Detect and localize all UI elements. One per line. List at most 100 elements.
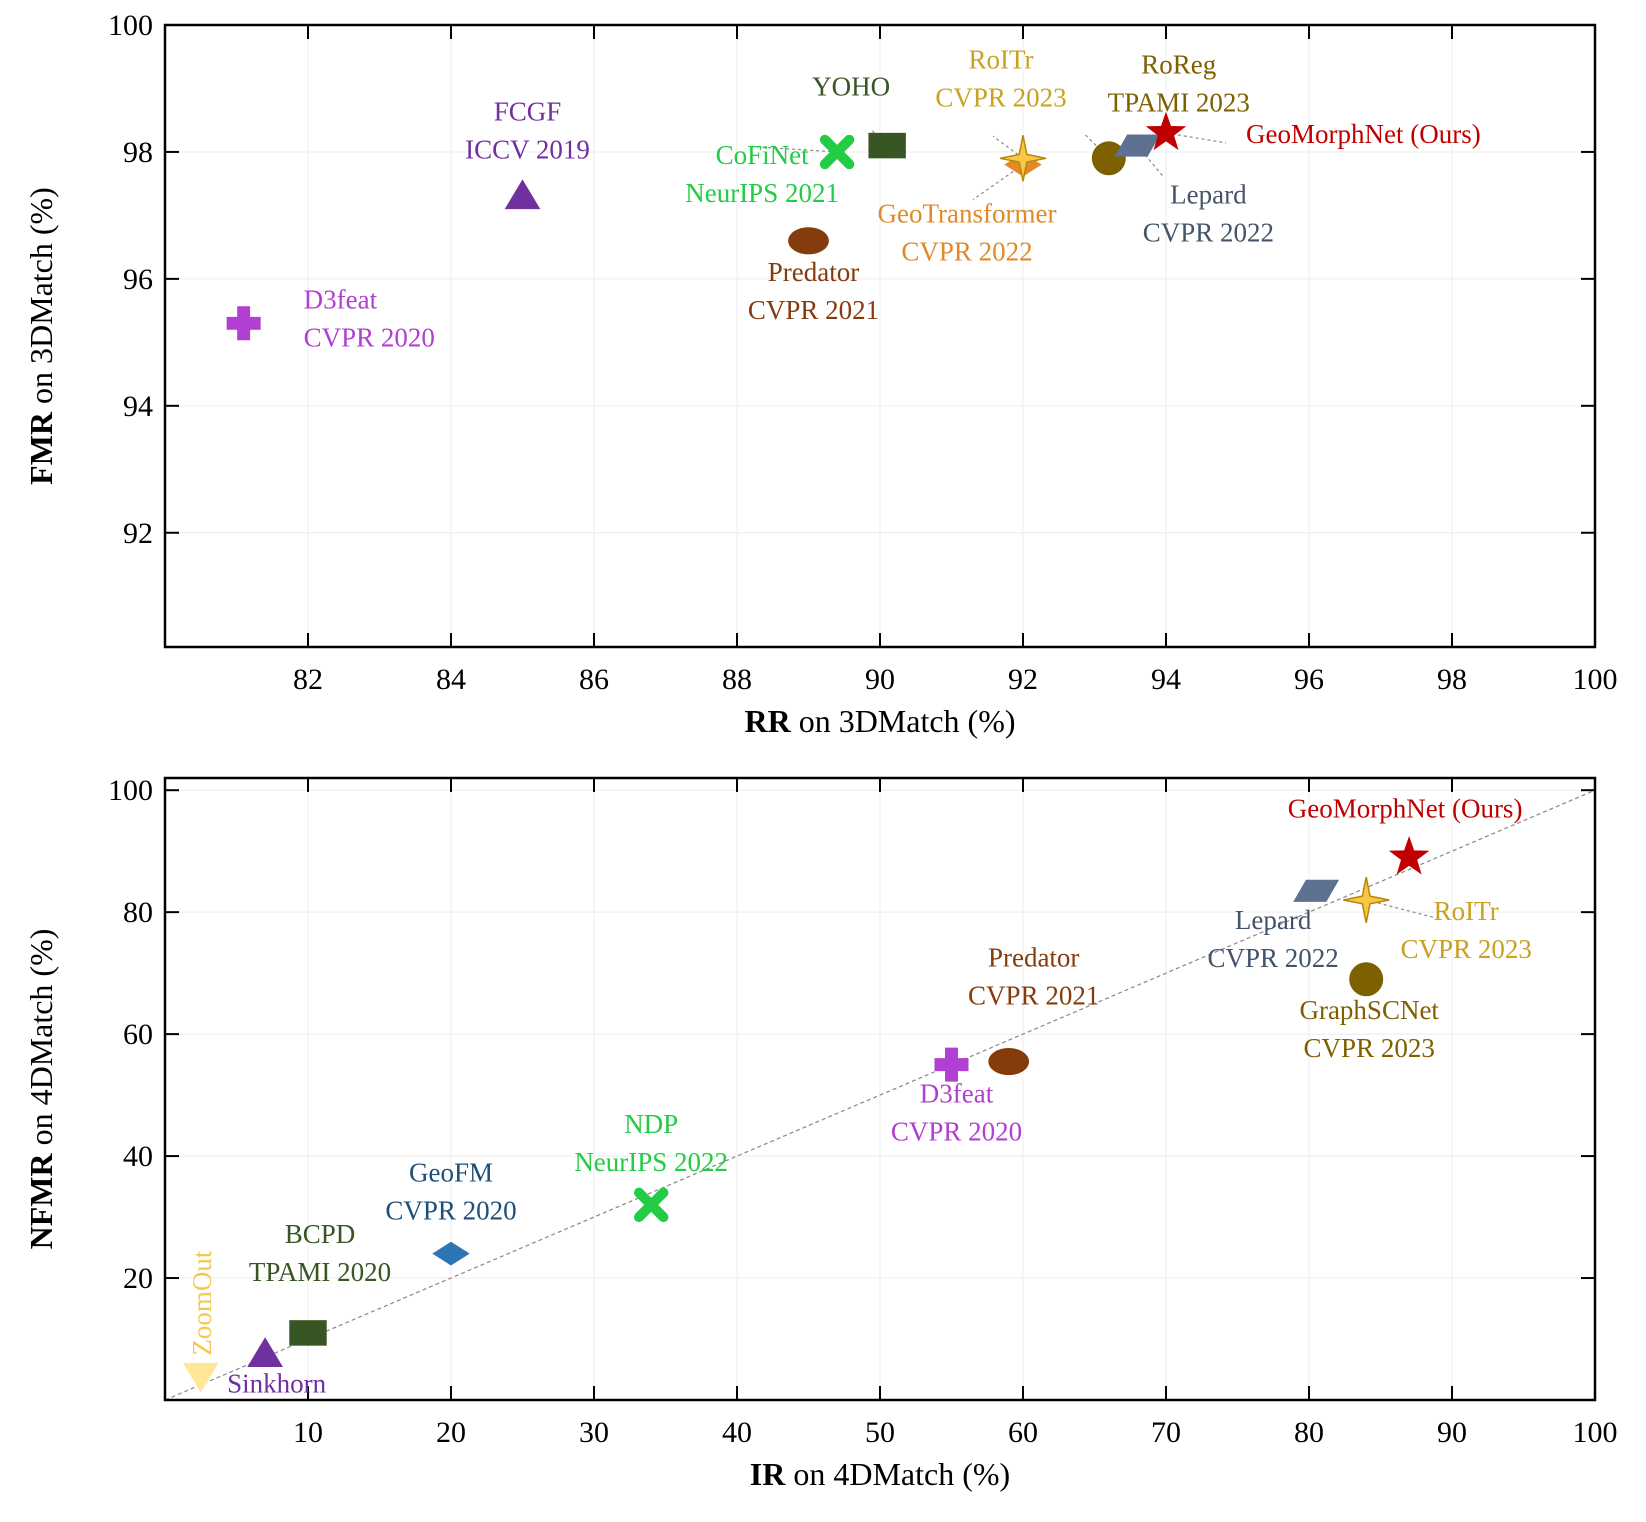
point-geomorphnet-ours: GeoMorphNet (Ours)	[1145, 111, 1481, 151]
point-label-geomorphnet-ours: GeoMorphNet (Ours)	[1288, 793, 1523, 823]
point-venue-lepard: CVPR 2022	[1208, 943, 1339, 973]
marker-predator-ellipse	[988, 1047, 1030, 1076]
point-label-ndp: NDP	[624, 1109, 678, 1139]
point-bcpd: BCPD TPAMI 2020	[249, 1219, 391, 1346]
point-label-roreg: RoReg	[1141, 49, 1216, 79]
point-label-geofm: GeoFM	[409, 1158, 493, 1188]
x-tick-label: 92	[1008, 663, 1038, 696]
point-cofinet: CoFiNet NeurIPS 2021	[685, 134, 855, 208]
x-axis-label-bold: RR	[744, 703, 791, 739]
point-label-yoho: YOHO	[812, 72, 890, 102]
x-tick-label: 100	[1573, 663, 1618, 696]
point-predator: Predator CVPR 2021	[968, 943, 1099, 1076]
point-label-roitr: RoITr	[1434, 896, 1499, 926]
x-tick-label: 100	[1573, 1416, 1618, 1449]
point-geomorphnet-ours: GeoMorphNet (Ours)	[1288, 793, 1523, 875]
point-geotransformer: GeoTransformer CVPR 2022	[878, 152, 1056, 267]
x-tick-label: 40	[722, 1416, 752, 1449]
marker-geomorphnet-ours-star5	[1388, 836, 1430, 875]
point-ndp: NDP NeurIPS 2022	[574, 1109, 728, 1223]
point-label-d3feat: D3feat	[304, 284, 378, 314]
point-label-lepard: Lepard	[1170, 180, 1247, 210]
point-label-d3feat: D3feat	[920, 1079, 994, 1109]
point-venue-predator: CVPR 2021	[748, 295, 879, 325]
marker-lepard-parallelogram	[1293, 879, 1340, 902]
point-venue-roreg: TPAMI 2023	[1108, 87, 1250, 117]
y-axis-label: NFMR on 4DMatch (%)	[23, 929, 59, 1250]
y-tick-label: 60	[123, 1018, 153, 1051]
x-axis-label-rest: on 4DMatch (%)	[785, 1456, 1010, 1492]
point-zoomout: ZoomOut	[182, 1250, 219, 1393]
x-axis-label-rest: on 3DMatch (%)	[791, 703, 1016, 739]
point-label-bcpd: BCPD	[285, 1219, 356, 1249]
point-label-graphscnet: GraphSCNet	[1299, 995, 1439, 1025]
y-tick-label: 40	[123, 1140, 153, 1173]
marker-d3feat-plus	[226, 306, 261, 341]
x-tick-label: 60	[1008, 1416, 1038, 1449]
y-axis-label-bold: FMR	[23, 411, 59, 485]
x-tick-label: 90	[865, 663, 895, 696]
point-label-fcgf: FCGF	[494, 96, 562, 126]
marker-predator-ellipse	[788, 227, 829, 255]
point-venue-geofm: CVPR 2020	[385, 1196, 516, 1226]
point-venue-predator: CVPR 2021	[968, 981, 1099, 1011]
data-points: ZoomOut Sinkhorn BCPD TPAMI 2020 GeoFM CVPR 2…	[182, 793, 1532, 1398]
x-tick-label: 90	[1437, 1416, 1467, 1449]
leader-line-cofinet	[757, 146, 838, 153]
y-tick-label: 92	[123, 517, 153, 550]
marker-bcpd-square	[289, 1320, 327, 1346]
x-tick-label: 70	[1151, 1416, 1181, 1449]
point-lepard: Lepard CVPR 2022	[1114, 134, 1274, 248]
x-tick-label: 96	[1294, 663, 1324, 696]
x-tick-label: 88	[722, 663, 752, 696]
marker-roitr-star4	[999, 135, 1047, 182]
marker-geofm-diamond	[432, 1241, 470, 1266]
point-label-roitr: RoITr	[968, 44, 1033, 74]
y-axis-label-bold: NFMR	[23, 1153, 59, 1250]
data-points: D3feat CVPR 2020 FCGF ICCV 2019 CoFiNet NeurI…	[226, 44, 1481, 352]
x-tick-label: 20	[436, 1416, 466, 1449]
point-label-geomorphnet-ours: GeoMorphNet (Ours)	[1246, 119, 1481, 149]
x-tick-label: 50	[865, 1416, 895, 1449]
x-axis-label: IR on 4DMatch (%)	[750, 1456, 1010, 1492]
leader-line-geomorphnet-ours	[1165, 132, 1227, 144]
point-lepard: Lepard CVPR 2022	[1208, 879, 1340, 973]
point-yoho: YOHO	[812, 72, 906, 159]
point-label-predator: Predator	[988, 943, 1079, 973]
point-venue-d3feat: CVPR 2020	[304, 322, 435, 352]
point-label-cofinet: CoFiNet	[716, 140, 810, 170]
panel-4dmatch: 10 20 30 40 50 60 70 80 90 100 20 40 60 80 100 IR on 4D…	[23, 774, 1618, 1492]
marker-lepard-parallelogram	[1114, 134, 1161, 157]
marker-sinkhorn-triangle-up	[247, 1337, 283, 1368]
point-predator: Predator CVPR 2021	[748, 227, 879, 325]
point-geofm: GeoFM CVPR 2020	[385, 1158, 517, 1266]
marker-roitr-star4	[1343, 876, 1390, 924]
marker-zoomout-triangle-down	[182, 1362, 219, 1393]
y-axis-label: FMR on 3DMatch (%)	[23, 187, 59, 485]
y-tick-label: 94	[123, 390, 153, 423]
ticks: 82 84 86 88 90 92 94 96 98 100 92 94 96 98 100	[108, 9, 1618, 696]
point-label-sinkhorn: Sinkhorn	[227, 1368, 327, 1398]
panel-3dmatch: 82 84 86 88 90 92 94 96 98 100 92 94 96 98 100 RR on 3D…	[23, 9, 1618, 739]
point-d3feat: D3feat CVPR 2020	[891, 1047, 1022, 1147]
x-tick-label: 80	[1294, 1416, 1324, 1449]
point-venue-geotransformer: CVPR 2022	[901, 237, 1032, 267]
leader-line-geotransformer	[972, 164, 1024, 201]
y-tick-label: 98	[123, 136, 153, 169]
marker-fcgf-triangle-up	[504, 179, 541, 210]
point-label-zoomout: ZoomOut	[187, 1250, 217, 1355]
marker-d3feat-plus	[934, 1047, 969, 1082]
point-label-predator: Predator	[768, 257, 859, 287]
point-label-lepard: Lepard	[1235, 905, 1312, 935]
ticks: 10 20 30 40 50 60 70 80 90 100 20 40 60 80 100	[108, 774, 1618, 1449]
x-tick-label: 86	[579, 663, 609, 696]
point-venue-fcgf: ICCV 2019	[465, 134, 590, 164]
point-d3feat: D3feat CVPR 2020	[226, 284, 435, 352]
marker-yoho-square	[868, 132, 906, 159]
point-venue-roitr: CVPR 2023	[1401, 934, 1532, 964]
x-tick-label: 10	[293, 1416, 323, 1449]
x-tick-label: 82	[293, 663, 323, 696]
y-axis-label-rest: on 3DMatch (%)	[23, 187, 59, 412]
point-venue-graphscnet: CVPR 2023	[1304, 1033, 1435, 1063]
